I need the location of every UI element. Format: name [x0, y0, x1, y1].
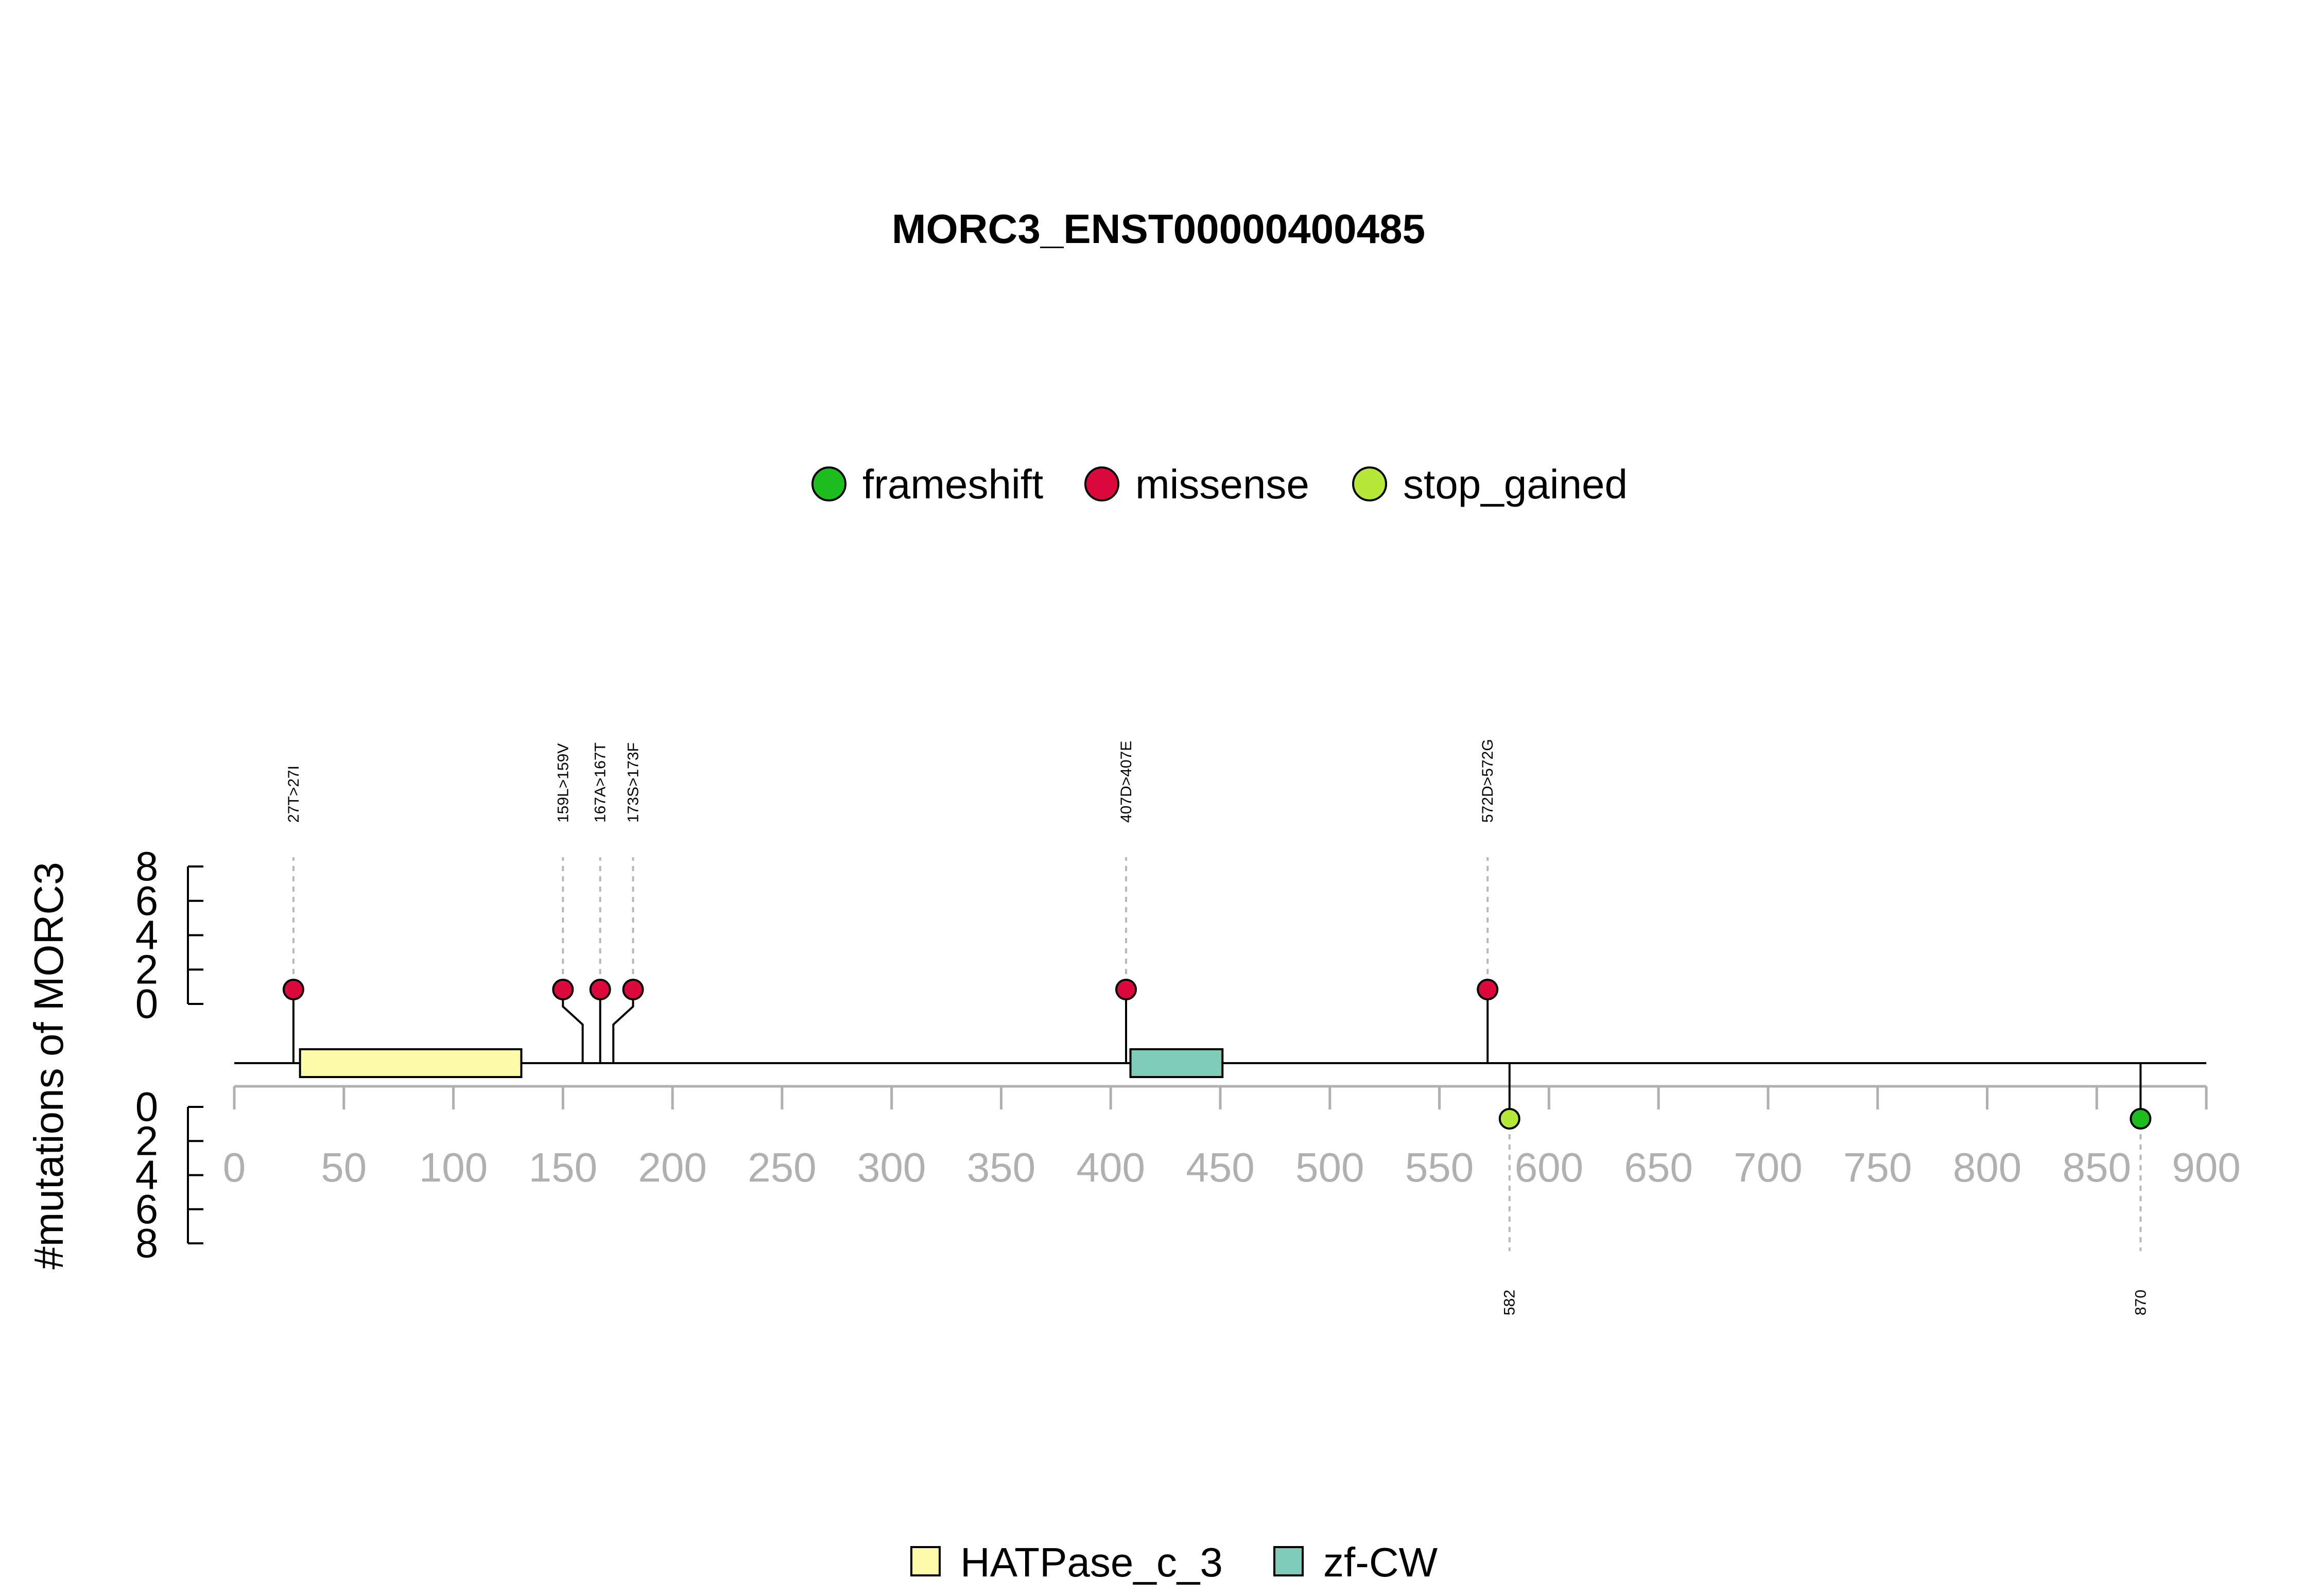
- legend-marker-frameshift: [811, 466, 846, 501]
- mutation-stem-173: [612, 990, 634, 1063]
- mutation-head-173: [622, 979, 644, 1000]
- mutation-label-582: 582: [1501, 1290, 1518, 1315]
- x-tick-label-500: 500: [1295, 1144, 1364, 1190]
- legend-label-HATPase_c_3: HATPase_c_3: [960, 1539, 1223, 1585]
- mutation-head-870: [2130, 1108, 2152, 1130]
- y-tick-label-top-0: 0: [135, 981, 159, 1027]
- x-tick-label-250: 250: [748, 1144, 816, 1190]
- y-tick-label-top-8: 8: [135, 843, 159, 889]
- x-tick-label-150: 150: [529, 1144, 597, 1190]
- mutation-head-167: [589, 979, 611, 1000]
- mutation-label-167: 167A>167T: [592, 742, 609, 823]
- mutation-label-407: 407D>407E: [1118, 741, 1135, 823]
- y-tick-label-bottom-8: 8: [135, 1220, 159, 1266]
- x-tick-label-0: 0: [223, 1144, 246, 1190]
- legend-marker-stop_gained: [1352, 466, 1387, 501]
- mutation-head-159: [552, 979, 574, 1000]
- x-tick-label-450: 450: [1186, 1144, 1254, 1190]
- y-tick-label-top-2: 2: [135, 946, 159, 992]
- x-tick-label-700: 700: [1734, 1144, 1802, 1190]
- domain-HATPase_c_3: [299, 1048, 523, 1078]
- x-tick-label-800: 800: [1953, 1144, 2021, 1190]
- mutation-head-407: [1115, 979, 1137, 1000]
- legend-swatch-HATPase_c_3: [910, 1546, 941, 1576]
- mutation-head-572: [1477, 979, 1499, 1000]
- y-tick-label-top-6: 6: [135, 878, 159, 924]
- x-tick-label-100: 100: [419, 1144, 488, 1190]
- x-tick-label-400: 400: [1076, 1144, 1145, 1190]
- mutation-label-870: 870: [2132, 1290, 2149, 1315]
- mutation-type-legend: frameshift missense stop_gained: [811, 461, 1628, 507]
- mutation-layer: 27T>27I 159L>159V 167A>167T 173S>173F 407D>4…: [282, 739, 2152, 1315]
- x-axis: 0 50 100 150 200 250 300 350 400 450 500 550 600 650 7…: [223, 1085, 2241, 1190]
- x-tick-label-350: 350: [967, 1144, 1035, 1190]
- y-tick-label-bottom-0: 0: [135, 1084, 159, 1130]
- x-tick-label-850: 850: [2062, 1144, 2131, 1190]
- mutation-label-572: 572D>572G: [1479, 739, 1496, 823]
- mutation-head-582: [1498, 1108, 1520, 1130]
- x-tick-label-650: 650: [1624, 1144, 1692, 1190]
- x-tick-label-600: 600: [1515, 1144, 1583, 1190]
- mutation-head-27: [282, 979, 304, 1000]
- x-tick-label-300: 300: [857, 1144, 926, 1190]
- x-tick-label-750: 750: [1843, 1144, 1912, 1190]
- y-tick-label-bottom-2: 2: [135, 1118, 159, 1164]
- legend-label-zf-CW: zf-CW: [1323, 1539, 1438, 1585]
- y-tick-label-top-4: 4: [135, 912, 159, 958]
- legend-swatch-zf-CW: [1273, 1546, 1304, 1576]
- legend-label-frameshift: frameshift: [862, 461, 1043, 507]
- domain-layer: [299, 1048, 1224, 1078]
- chart-title: MORC3_ENST00000400485: [892, 206, 1425, 252]
- legend-label-stop_gained: stop_gained: [1403, 461, 1628, 507]
- mutation-label-173: 173S>173F: [625, 742, 642, 823]
- mutation-stem-159: [562, 990, 584, 1063]
- domain-legend: HATPase_c_3 zf-CW: [910, 1539, 1438, 1585]
- mutation-label-159: 159L>159V: [555, 743, 572, 823]
- x-tick-label-550: 550: [1405, 1144, 1474, 1190]
- x-tick-label-200: 200: [638, 1144, 706, 1190]
- domain-zf-CW: [1129, 1048, 1224, 1078]
- y-tick-label-bottom-4: 4: [135, 1152, 159, 1198]
- mutation-label-27: 27T>27I: [285, 766, 302, 823]
- legend-label-missense: missense: [1135, 461, 1309, 507]
- y-axis-label: #mutations of MORC3: [26, 862, 72, 1269]
- y-tick-label-bottom-6: 6: [135, 1186, 159, 1232]
- legend-marker-missense: [1084, 466, 1119, 501]
- x-tick-label-50: 50: [321, 1144, 367, 1190]
- x-tick-label-900: 900: [2172, 1144, 2240, 1190]
